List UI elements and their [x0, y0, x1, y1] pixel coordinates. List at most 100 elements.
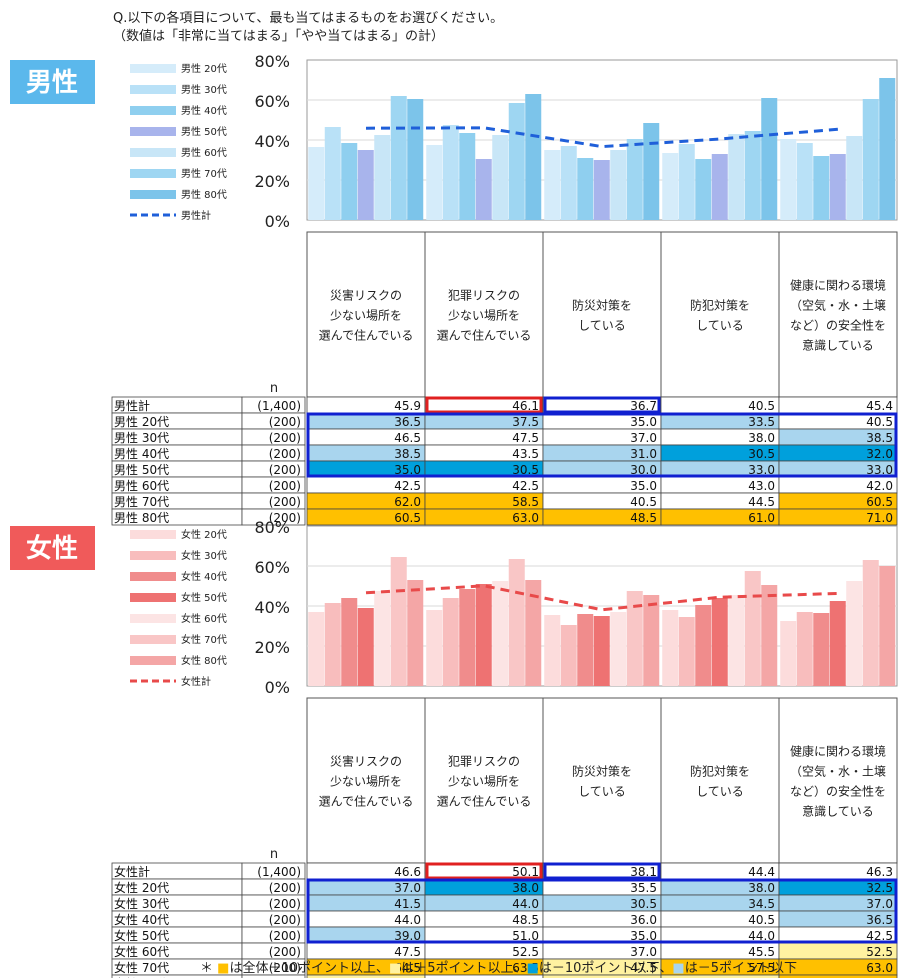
- column-header-label: 災害リスクの少ない場所を選んで住んでいる: [319, 288, 414, 343]
- cell-value: 44.0: [512, 897, 539, 911]
- row-n: (200): [269, 495, 301, 509]
- cell-value: 47.5: [630, 961, 657, 975]
- row-label: 男性 30代: [114, 431, 169, 445]
- bar-男性-50代: [829, 154, 846, 220]
- question-line2: （数値は「非常に当てはまる」「やや当てはまる」の計）: [113, 28, 444, 44]
- cell-value: 42.5: [512, 479, 539, 493]
- cell-value: 46.5: [394, 431, 421, 445]
- bar-女性-60代: [846, 581, 863, 686]
- cell-value: 35.5: [630, 881, 657, 895]
- legend-label: 女性 70代: [181, 633, 227, 646]
- bar-女性-70代: [744, 571, 761, 686]
- cell-value: 52.5: [512, 945, 539, 959]
- cell-value: 71.0: [866, 511, 893, 525]
- bar-男性-70代: [862, 99, 879, 220]
- cell-value: 63.5: [512, 961, 539, 975]
- bar-女性-80代: [761, 585, 778, 686]
- cell-value: 42.5: [866, 929, 893, 943]
- row-label: 女性 40代: [114, 912, 169, 927]
- cell-value: 38.0: [748, 431, 775, 445]
- cell-value: 64.5: [394, 961, 421, 975]
- bar-男性-80代: [525, 94, 542, 220]
- row-label: 女性 80代: [114, 976, 169, 978]
- column-header-label: 健康に関わる環境（空気・水・土壌など）の安全性を意識している: [790, 744, 886, 819]
- bar-女性-60代: [728, 595, 745, 686]
- row-n: (200): [269, 929, 301, 943]
- cell-value: 30.0: [630, 463, 657, 477]
- cell-value: 47.5: [512, 431, 539, 445]
- y-tick-label: 40%: [254, 132, 290, 151]
- cell-value: 52.5: [866, 945, 893, 959]
- legend-label: 女性 80代: [181, 654, 227, 667]
- bar-女性-60代: [610, 612, 627, 686]
- column-header-label: 防災対策をしている: [572, 298, 632, 333]
- legend-swatch: [130, 593, 176, 602]
- bar-女性-80代: [525, 580, 542, 686]
- bar-女性-20代: [308, 612, 325, 686]
- column-header-label: 防犯対策をしている: [690, 764, 750, 799]
- cell-value: 37.0: [630, 945, 657, 959]
- highlight-blue-border: [543, 862, 661, 880]
- bar-男性-20代: [662, 153, 679, 220]
- question-line1: Q.以下の各項目について、最も当てはまるものをお選びください。: [113, 10, 503, 26]
- cell-value: 40.5: [866, 415, 893, 429]
- legend-swatch: [130, 64, 176, 73]
- bar-女性-20代: [544, 615, 561, 686]
- bar-女性-80代: [643, 595, 660, 686]
- column-header-label: 防災対策をしている: [572, 764, 632, 799]
- row-label: 男性 50代: [114, 463, 169, 477]
- bar-男性-80代: [761, 98, 778, 220]
- cell-value: 33.5: [748, 415, 775, 429]
- cell-value: 42.0: [866, 479, 893, 493]
- cell-value: 38.1: [630, 865, 657, 879]
- cell-value: 40.5: [630, 495, 657, 509]
- legend-label: 女性 60代: [181, 612, 227, 625]
- row-label: 女性 50代: [114, 928, 169, 943]
- y-tick-label: 40%: [254, 598, 290, 617]
- legend-swatch: [130, 169, 176, 178]
- bar-女性-30代: [442, 598, 459, 686]
- row-n: (200): [269, 913, 301, 927]
- row-label: 女性計: [114, 864, 150, 879]
- value-cell: [778, 974, 898, 978]
- cell-value: 46.3: [866, 865, 893, 879]
- bar-男性-20代: [426, 145, 443, 220]
- bar-女性-80代: [879, 566, 896, 686]
- cell-value: 61.0: [748, 511, 775, 525]
- cell-value: 35.0: [630, 479, 657, 493]
- bar-女性-40代: [341, 598, 358, 686]
- bar-男性-30代: [678, 144, 695, 220]
- bar-女性-50代: [357, 608, 374, 686]
- row-label: 男性 80代: [114, 511, 169, 525]
- cell-value: 35.0: [394, 463, 421, 477]
- bar-女性-20代: [426, 610, 443, 686]
- legend-swatch: [130, 656, 176, 665]
- cell-value: 44.0: [394, 913, 421, 927]
- legend-swatch: [130, 614, 176, 623]
- bar-男性-60代: [846, 136, 863, 220]
- row-label: 男性 60代: [114, 479, 169, 493]
- cell-value: 51.0: [512, 929, 539, 943]
- legend-swatch: [130, 572, 176, 581]
- bar-男性-70代: [508, 103, 525, 220]
- cell-value: 30.5: [630, 897, 657, 911]
- n-header: n: [270, 847, 278, 862]
- bar-男性-70代: [390, 96, 407, 220]
- row-n: (200): [269, 961, 301, 975]
- bar-男性-80代: [643, 123, 660, 220]
- row-n-cell: [241, 508, 306, 526]
- cell-value: 42.5: [394, 479, 421, 493]
- panel-title-badge: [10, 60, 95, 104]
- cell-value: 38.5: [866, 431, 893, 445]
- column-header-label: 犯罪リスクの少ない場所を選んで住んでいる: [437, 755, 532, 809]
- highlight-blue-block: [306, 412, 898, 478]
- cell-value: 45.9: [394, 399, 421, 413]
- cell-value: 43.0: [748, 479, 775, 493]
- bar-男性-50代: [475, 159, 492, 220]
- cell-value: 36.7: [630, 399, 657, 413]
- bar-男性-60代: [728, 134, 745, 220]
- row-label: 男性 70代: [114, 495, 169, 509]
- bar-女性-40代: [459, 589, 476, 686]
- bar-女性-50代: [593, 616, 610, 686]
- row-label: 男性 40代: [114, 447, 169, 461]
